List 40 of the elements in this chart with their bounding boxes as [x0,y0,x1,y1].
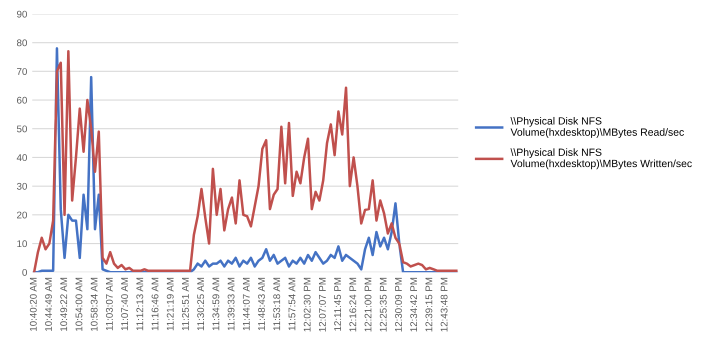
y-tick-label: 0 [22,268,27,276]
x-tick-label: 10:44:49 AM [45,278,52,331]
legend-label: \\Physical Disk NFS Volume(hxdesktop)\MBytes Read/sec [510,116,684,138]
y-tick-label: 90 [17,10,27,18]
y-tick-label: 10 [17,240,27,248]
y-tick-label: 80 [16,39,27,46]
x-tick-label: 11:57:54 AM [288,278,296,330]
x-tick-label: 12:34:42 PM [410,278,418,332]
x-tick-label: 12:43:48 PM [440,278,448,332]
x-tick-label: 11:48:43 AM [258,278,265,330]
x-tick-label: 12:11:45 PM [334,278,342,331]
x-tick-label: 11:53:18 AM [273,278,280,330]
x-tick-label: 12:25:35 PM [380,278,387,332]
x-tick-label: 12:02:30 PM [304,278,311,332]
x-tick-label: 11:07:40 AM [121,278,128,330]
y-tick-label: 40 [16,154,27,162]
x-tick-label: 11:03:07 AM [106,278,113,330]
x-tick-label: 10:40:20 AM [30,278,37,331]
x-tick-label: 11:25:51 AM [182,278,189,330]
x-tick-label: 11:21:19 AM [166,278,174,330]
x-tick-label: 10:49:22 AM [60,278,68,331]
x-tick-label: 11:30:25 AM [197,278,204,330]
x-tick-label: 12:16:24 PM [349,278,356,332]
x-tick-label: 10:58:34 AM [90,278,98,331]
x-tick-label: 12:30:09 PM [395,278,402,332]
x-tick-label: 11:39:33 AM [228,278,235,330]
x-tick-label: 12:07:07 PM [318,278,326,332]
y-tick-label: 60 [17,96,27,104]
x-tick-label: 11:12:13 AM [136,278,144,330]
x-tick-label: 11:34:59 AM [212,278,220,330]
y-tick-label: 70 [17,68,27,75]
y-tick-label: 20 [17,212,27,218]
y-tick-label: 50 [16,125,27,132]
x-tick-label: 11:44:07 AM [242,278,250,330]
legend-label: \\Physical Disk NFS Volume(hxdesktop)\MBytes Written/sec [510,148,692,170]
y-tick-label: 30 [16,182,27,190]
x-tick-label: 12:21:00 PM [364,278,372,332]
x-tick-label: 12:39:15 PM [425,278,432,332]
x-tick-label: 11:16:46 AM [152,278,158,330]
x-tick-label: 10:54:00 AM [75,278,82,331]
